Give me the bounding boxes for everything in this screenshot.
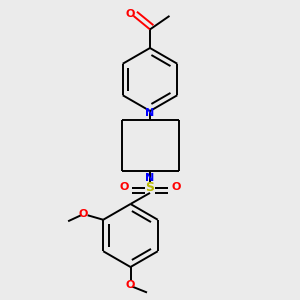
Text: S: S: [146, 181, 154, 194]
Text: O: O: [78, 209, 88, 219]
Text: O: O: [126, 280, 135, 290]
Text: O: O: [125, 9, 135, 20]
Text: N: N: [146, 173, 154, 183]
Text: O: O: [119, 182, 129, 193]
Text: N: N: [146, 108, 154, 118]
Text: O: O: [171, 182, 181, 193]
